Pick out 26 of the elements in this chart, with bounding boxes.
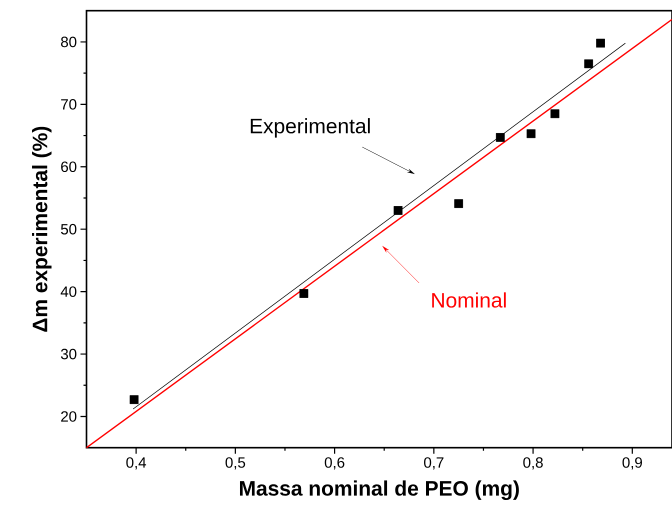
x-tick-label: 0,6 — [324, 457, 344, 470]
y-tick-label: 80 — [61, 36, 76, 48]
y-tick-label: 30 — [60, 348, 76, 360]
y-tick-label: 60 — [61, 161, 76, 172]
y-tick-label: 70 — [61, 99, 76, 110]
point — [130, 395, 139, 404]
point — [454, 199, 464, 208]
y-tick-label: 40 — [60, 286, 76, 297]
y-axis-title: Δm experimental (%) — [32, 126, 52, 332]
point — [299, 289, 308, 298]
x-tick-label: 0,9 — [622, 457, 642, 470]
point — [584, 59, 594, 68]
y-tick-label: 20 — [61, 411, 76, 422]
point — [550, 109, 560, 118]
x-axis-title: Massa nominal de PEO (mg) — [240, 480, 519, 500]
x-tick-label: 0,7 — [424, 457, 444, 470]
point — [394, 206, 403, 215]
x-tick-label: 0,5 — [226, 457, 246, 470]
annotation: Nominal — [432, 292, 506, 308]
point — [496, 133, 505, 142]
point — [596, 38, 605, 48]
point — [526, 129, 536, 138]
x-tick-label: 0,8 — [523, 457, 543, 470]
annotation: Experimental — [250, 118, 370, 138]
x-tick-label: 0,4 — [126, 457, 146, 470]
y-tick-label: 50 — [60, 224, 76, 234]
